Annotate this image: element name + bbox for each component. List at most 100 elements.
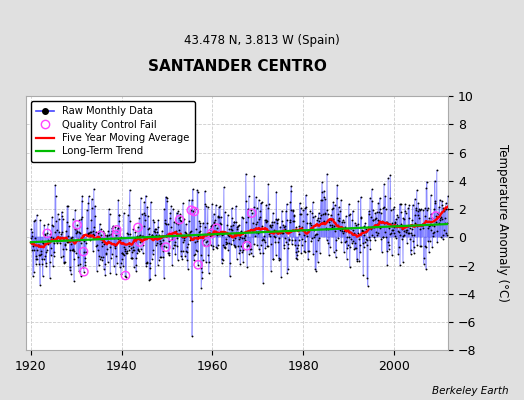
Point — [54, 216, 63, 222]
Point — [127, 245, 135, 251]
Point — [274, 230, 282, 236]
Point — [339, 226, 347, 232]
Point — [253, 219, 261, 226]
Point — [135, 232, 143, 239]
Point — [441, 206, 450, 213]
Point — [243, 242, 251, 249]
Point — [150, 228, 158, 234]
Point — [118, 256, 127, 262]
Point — [326, 243, 334, 250]
Point — [72, 228, 81, 234]
Point — [191, 250, 199, 257]
Point — [216, 203, 224, 209]
Point — [148, 231, 156, 238]
Point — [134, 224, 142, 231]
Point — [325, 218, 333, 225]
Point — [178, 256, 187, 262]
Point — [110, 262, 118, 269]
Point — [378, 248, 386, 255]
Point — [333, 195, 341, 201]
Point — [408, 226, 416, 232]
Point — [217, 232, 226, 238]
Point — [409, 202, 417, 208]
Point — [233, 225, 241, 232]
Point — [174, 221, 182, 228]
Point — [435, 196, 444, 203]
Point — [419, 222, 427, 228]
Point — [49, 252, 58, 259]
Point — [170, 219, 179, 225]
Point — [311, 232, 319, 238]
Point — [190, 208, 199, 215]
Point — [75, 216, 83, 223]
Point — [314, 215, 322, 222]
Point — [302, 192, 310, 198]
Point — [402, 227, 411, 234]
Point — [169, 245, 177, 252]
Point — [347, 236, 355, 242]
Point — [340, 249, 348, 255]
Point — [222, 241, 230, 247]
Point — [291, 236, 299, 243]
Point — [303, 210, 311, 217]
Point — [270, 218, 278, 225]
Point — [230, 219, 238, 225]
Point — [420, 255, 428, 261]
Point — [143, 260, 151, 266]
Point — [232, 218, 241, 225]
Point — [267, 241, 275, 247]
Point — [202, 259, 210, 266]
Point — [90, 232, 99, 239]
Point — [289, 218, 297, 224]
Point — [219, 230, 227, 237]
Point — [90, 186, 98, 192]
Point — [261, 217, 270, 223]
Point — [45, 238, 53, 244]
Point — [80, 238, 89, 244]
Point — [76, 230, 84, 236]
Point — [383, 248, 391, 254]
Point — [116, 236, 124, 243]
Point — [389, 230, 398, 237]
Point — [356, 249, 365, 256]
Point — [150, 226, 159, 232]
Point — [236, 234, 244, 241]
Point — [246, 243, 254, 249]
Point — [209, 243, 217, 250]
Point — [260, 233, 268, 240]
Point — [178, 234, 186, 240]
Point — [95, 228, 104, 234]
Point — [329, 205, 337, 212]
Point — [151, 228, 159, 235]
Point — [253, 242, 261, 248]
Point — [297, 211, 305, 217]
Point — [161, 220, 169, 226]
Point — [41, 262, 50, 269]
Point — [443, 206, 452, 212]
Point — [78, 197, 86, 204]
Point — [195, 218, 203, 224]
Point — [396, 232, 405, 238]
Point — [146, 260, 154, 266]
Point — [257, 242, 265, 248]
Point — [29, 273, 37, 279]
Point — [176, 214, 184, 220]
Point — [279, 224, 288, 230]
Point — [307, 222, 315, 229]
Point — [73, 222, 81, 228]
Point — [115, 218, 124, 224]
Point — [263, 202, 271, 208]
Point — [40, 256, 48, 262]
Point — [429, 230, 438, 236]
Point — [144, 226, 152, 232]
Point — [78, 214, 86, 220]
Point — [121, 272, 129, 279]
Point — [42, 260, 51, 266]
Point — [303, 228, 312, 234]
Point — [222, 236, 231, 243]
Point — [283, 245, 292, 252]
Point — [97, 254, 105, 260]
Point — [171, 242, 179, 248]
Point — [47, 244, 55, 251]
Point — [92, 243, 101, 250]
